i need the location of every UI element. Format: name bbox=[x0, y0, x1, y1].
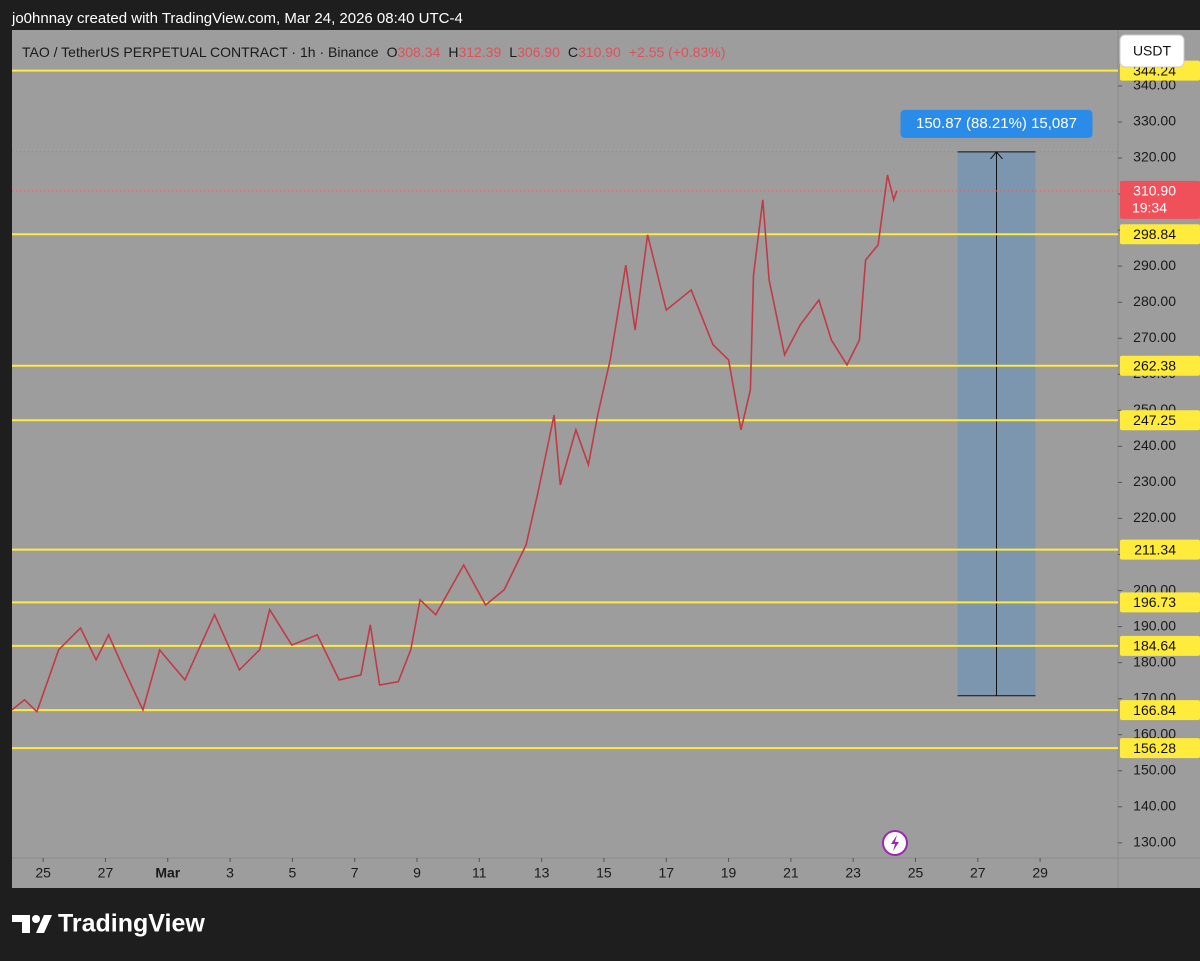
level-label: 196.73 bbox=[1133, 594, 1176, 610]
y-tick-label: 150.00 bbox=[1133, 761, 1176, 777]
measure-label: 150.87 (88.21%) 15,087 bbox=[916, 115, 1077, 132]
x-tick-label: 21 bbox=[783, 865, 799, 881]
countdown-label: 19:34 bbox=[1132, 200, 1167, 216]
level-label-bg bbox=[1120, 539, 1200, 560]
ohlc-key: C bbox=[568, 44, 578, 60]
y-tick-label: 180.00 bbox=[1133, 653, 1176, 669]
currency-button[interactable] bbox=[1119, 34, 1185, 68]
x-tick-label: 5 bbox=[288, 865, 296, 881]
y-tick-label: 160.00 bbox=[1133, 725, 1176, 741]
level-label: 184.64 bbox=[1133, 638, 1176, 654]
level-label-bg bbox=[1120, 700, 1200, 721]
price-line bbox=[11, 174, 898, 714]
level-label-bg bbox=[1120, 592, 1200, 613]
alert-bolt[interactable] bbox=[891, 835, 899, 851]
logo-dot bbox=[32, 915, 40, 923]
ohlc-value: 306.90 bbox=[517, 44, 560, 60]
x-tick-label: 27 bbox=[970, 865, 986, 881]
y-tick-label: 230.00 bbox=[1133, 473, 1176, 489]
level-label: 298.84 bbox=[1133, 226, 1176, 242]
y-tick-label: 240.00 bbox=[1133, 437, 1176, 453]
x-tick-label: 19 bbox=[721, 865, 737, 881]
ohlc-key: L bbox=[509, 44, 517, 60]
x-tick-label: 13 bbox=[534, 865, 550, 881]
level-label-bg bbox=[1120, 224, 1200, 245]
chart-title: TAO / TetherUS PERPETUAL CONTRACT · 1h ·… bbox=[22, 44, 379, 60]
ohlc-value: 310.90 bbox=[578, 44, 621, 60]
x-tick-label: 15 bbox=[596, 865, 612, 881]
ohlc-value: 308.34 bbox=[397, 44, 440, 60]
y-tick-label: 130.00 bbox=[1133, 834, 1176, 850]
last-price-label: 310.90 bbox=[1133, 183, 1176, 199]
logo-mark bbox=[36, 915, 52, 933]
level-label-bg bbox=[1120, 355, 1200, 376]
level-label: 166.84 bbox=[1133, 702, 1176, 718]
x-tick-label: 29 bbox=[1032, 865, 1048, 881]
y-tick-label: 190.00 bbox=[1133, 617, 1176, 633]
measure-label-bg bbox=[900, 109, 1093, 138]
logo-mark bbox=[12, 915, 30, 933]
measure-arrowhead bbox=[990, 151, 1003, 160]
level-label-bg bbox=[1120, 738, 1200, 759]
level-label: 247.25 bbox=[1133, 412, 1176, 428]
x-tick-label: 9 bbox=[413, 865, 421, 881]
level-label-bg bbox=[1120, 635, 1200, 656]
y-tick-label: 290.00 bbox=[1133, 257, 1176, 273]
x-tick-label: Mar bbox=[155, 865, 180, 881]
watermark: jo0hnnay created with TradingView.com, M… bbox=[11, 10, 463, 27]
footer-logo: TradingView bbox=[12, 910, 205, 938]
y-tick-label: 320.00 bbox=[1133, 149, 1176, 165]
x-tick-label: 3 bbox=[226, 865, 234, 881]
level-label: 262.38 bbox=[1133, 357, 1176, 373]
y-tick-label: 270.00 bbox=[1133, 329, 1176, 345]
x-tick-label: 23 bbox=[845, 865, 861, 881]
x-tick-label: 25 bbox=[35, 865, 51, 881]
x-tick-label: 11 bbox=[472, 865, 487, 881]
level-label: 211.34 bbox=[1134, 541, 1176, 557]
x-tick-label: 7 bbox=[351, 865, 359, 881]
y-tick-label: 280.00 bbox=[1133, 293, 1176, 309]
x-tick-label: 25 bbox=[908, 865, 924, 881]
last-price-bg bbox=[1120, 180, 1200, 219]
chart-header: TAO / TetherUS PERPETUAL CONTRACT · 1h ·… bbox=[22, 44, 725, 60]
level-label: 156.28 bbox=[1133, 740, 1176, 756]
y-tick-label: 140.00 bbox=[1133, 798, 1176, 814]
y-tick-label: 330.00 bbox=[1133, 113, 1176, 129]
level-label-bg bbox=[1120, 410, 1200, 431]
x-tick-label: 27 bbox=[98, 865, 114, 881]
y-tick-label: 220.00 bbox=[1133, 509, 1176, 525]
ohlc-key: O bbox=[387, 44, 398, 60]
footer-brand: TradingView bbox=[58, 910, 205, 938]
price-change: +2.55 (+0.83%) bbox=[629, 44, 726, 60]
alert-icon[interactable] bbox=[882, 830, 908, 856]
x-tick-label: 17 bbox=[658, 865, 674, 881]
ohlc-key: H bbox=[448, 44, 458, 60]
currency-label[interactable]: USDT bbox=[1133, 43, 1172, 59]
ohlc-value: 312.39 bbox=[458, 44, 501, 60]
